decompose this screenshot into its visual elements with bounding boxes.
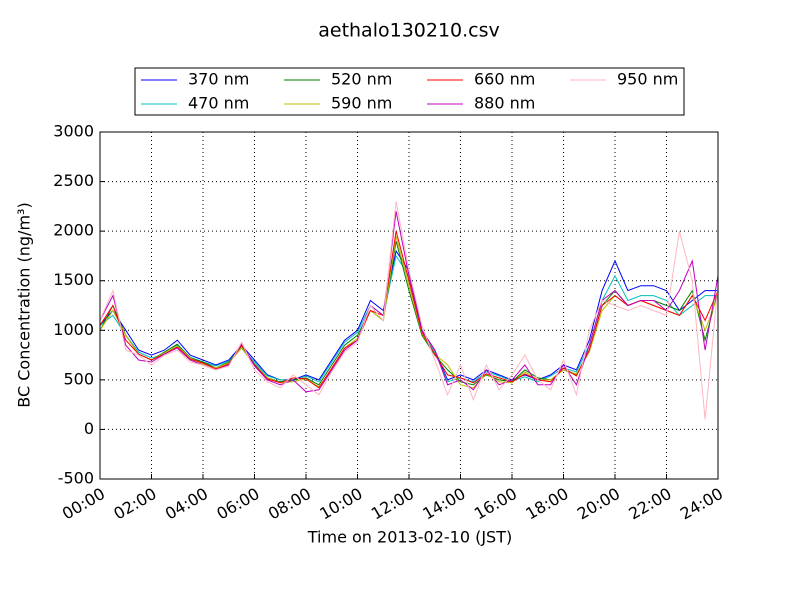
- legend-label: 370 nm: [188, 70, 249, 89]
- y-tick-label: 2000: [53, 221, 94, 240]
- y-axis-label: BC Concentration (ng/m³): [15, 202, 34, 407]
- y-tick-label: 1000: [53, 320, 94, 339]
- y-tick-label: -500: [58, 469, 94, 488]
- y-tick-label: 1500: [53, 270, 94, 289]
- y-tick-label: 2500: [53, 171, 94, 190]
- chart-title: aethalo130210.csv: [318, 20, 500, 42]
- legend-label: 660 nm: [474, 70, 535, 89]
- x-axis-label: Time on 2013-02-10 (JST): [307, 528, 512, 547]
- legend-items: 370 nm 470 nm 520 nm 590 nm 660 nm 880 nm 950 …: [141, 70, 678, 113]
- legend: [134, 67, 685, 116]
- y-tick-label: 500: [63, 369, 94, 388]
- series-line: [99, 201, 719, 420]
- legend-label: 880 nm: [474, 94, 535, 113]
- y-tick-label: 0: [84, 419, 94, 438]
- legend-label: 470 nm: [188, 94, 249, 113]
- series-line: [99, 230, 719, 389]
- legend-label: 520 nm: [331, 70, 392, 89]
- y-tick-label: 3000: [53, 122, 94, 141]
- legend-label: 950 nm: [617, 70, 678, 89]
- legend-label: 590 nm: [331, 94, 392, 113]
